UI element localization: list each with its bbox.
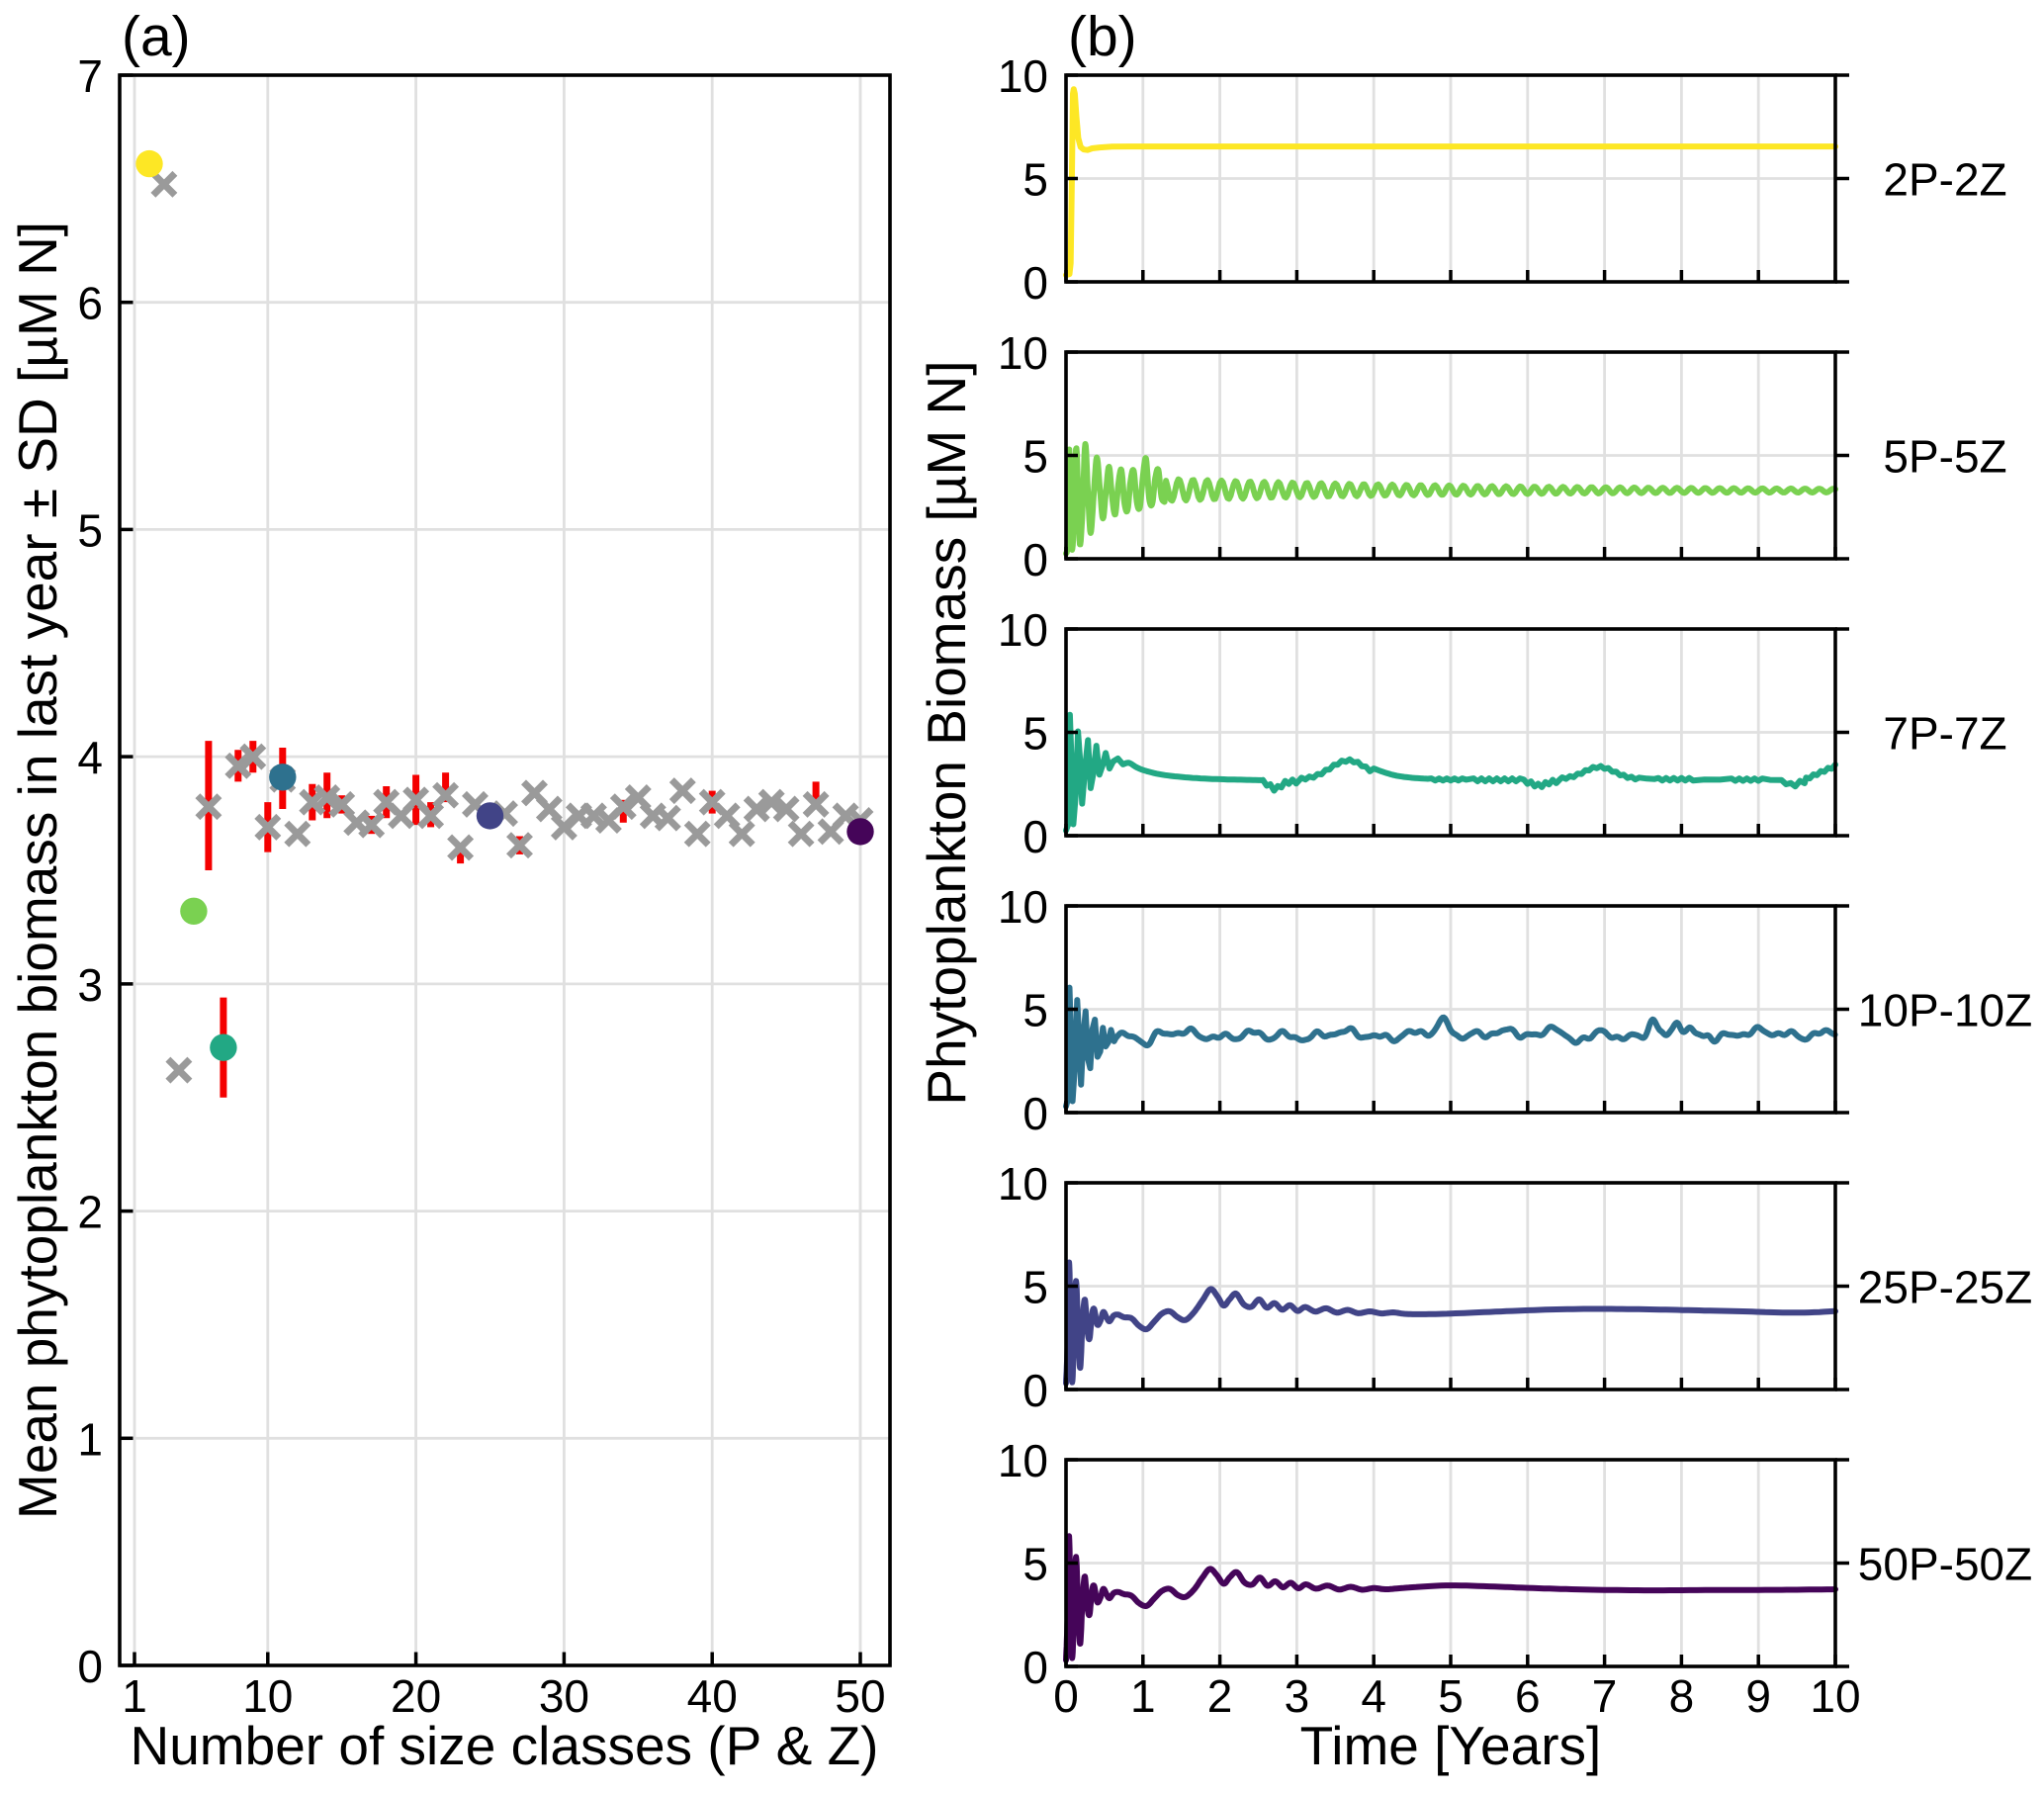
svg-text:7: 7: [77, 50, 103, 102]
svg-text:1: 1: [77, 1413, 103, 1465]
svg-text:6: 6: [77, 278, 103, 329]
svg-text:0: 0: [1022, 811, 1048, 862]
svg-text:40: 40: [687, 1670, 738, 1722]
svg-text:5: 5: [1022, 1539, 1048, 1590]
svg-text:25P-25Z: 25P-25Z: [1858, 1262, 2032, 1313]
svg-text:5: 5: [1022, 431, 1048, 483]
svg-text:0: 0: [1022, 1365, 1048, 1416]
svg-text:10: 10: [998, 50, 1048, 102]
svg-text:Mean phytoplankton biomass in: Mean phytoplankton biomass in last year …: [7, 222, 68, 1519]
svg-text:3: 3: [1285, 1670, 1310, 1722]
svg-text:0: 0: [1053, 1670, 1079, 1722]
svg-text:(a): (a): [122, 5, 191, 68]
svg-text:1: 1: [122, 1670, 147, 1722]
svg-text:Time [Years]: Time [Years]: [1300, 1715, 1602, 1776]
svg-text:Number of size classes (P & Z): Number of size classes (P & Z): [131, 1715, 879, 1776]
svg-text:50: 50: [835, 1670, 885, 1722]
svg-text:8: 8: [1669, 1670, 1695, 1722]
svg-text:10: 10: [998, 327, 1048, 379]
svg-text:0: 0: [1022, 1088, 1048, 1139]
svg-text:2: 2: [1207, 1670, 1233, 1722]
svg-text:4: 4: [1361, 1670, 1386, 1722]
svg-text:5: 5: [1022, 154, 1048, 206]
svg-text:10: 10: [242, 1670, 293, 1722]
svg-text:5: 5: [1022, 1262, 1048, 1313]
svg-text:20: 20: [391, 1670, 441, 1722]
svg-text:0: 0: [1022, 257, 1048, 309]
svg-text:7P-7Z: 7P-7Z: [1883, 708, 2006, 760]
svg-text:(b): (b): [1068, 5, 1137, 68]
svg-text:10: 10: [998, 1158, 1048, 1210]
svg-text:Phytoplankton Biomass [µM N]: Phytoplankton Biomass [µM N]: [916, 360, 977, 1105]
svg-text:2P-2Z: 2P-2Z: [1883, 154, 2006, 206]
svg-text:2: 2: [77, 1187, 103, 1238]
svg-text:9: 9: [1745, 1670, 1771, 1722]
svg-text:5: 5: [77, 504, 103, 556]
svg-text:5P-5Z: 5P-5Z: [1883, 431, 2006, 483]
svg-text:10P-10Z: 10P-10Z: [1858, 985, 2032, 1036]
svg-text:5: 5: [1022, 985, 1048, 1036]
svg-text:30: 30: [539, 1670, 589, 1722]
svg-text:1: 1: [1130, 1670, 1156, 1722]
svg-text:5: 5: [1022, 708, 1048, 760]
svg-text:5: 5: [1438, 1670, 1464, 1722]
svg-text:10: 10: [1810, 1670, 1860, 1722]
svg-text:10: 10: [998, 1435, 1048, 1486]
svg-text:3: 3: [77, 959, 103, 1011]
svg-text:50P-50Z: 50P-50Z: [1858, 1539, 2032, 1590]
svg-text:0: 0: [77, 1641, 103, 1692]
svg-text:0: 0: [1022, 534, 1048, 585]
svg-text:10: 10: [998, 604, 1048, 656]
svg-text:4: 4: [77, 732, 103, 783]
svg-text:6: 6: [1515, 1670, 1541, 1722]
svg-text:10: 10: [998, 881, 1048, 933]
svg-text:0: 0: [1022, 1642, 1048, 1693]
svg-text:7: 7: [1592, 1670, 1618, 1722]
